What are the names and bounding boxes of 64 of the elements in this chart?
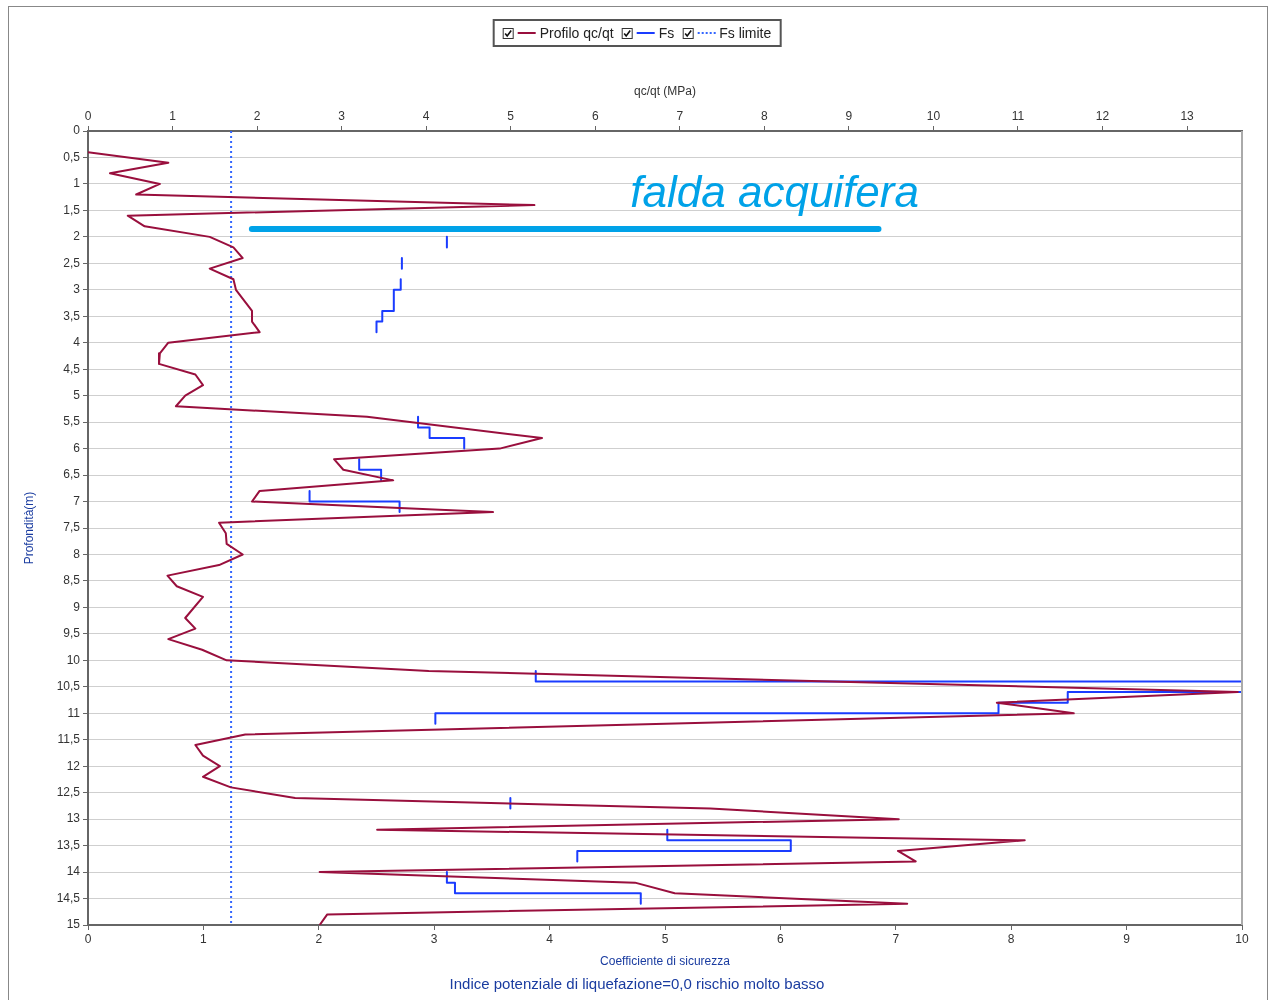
x2-tick-label: 9 bbox=[845, 109, 853, 124]
x-tick-label: 6 bbox=[777, 931, 785, 946]
y-tick-label: 0 bbox=[73, 123, 81, 138]
x2-tick-label: 4 bbox=[422, 109, 430, 124]
x-tick-label: 8 bbox=[1007, 931, 1015, 946]
y-tick-label: 8,5 bbox=[63, 573, 81, 588]
y-tick-label: 11,5 bbox=[57, 732, 81, 747]
y-tick-label: 4 bbox=[73, 335, 81, 350]
y-tick-label: 9,5 bbox=[63, 626, 81, 641]
legend-label: Profilo qc/qt bbox=[539, 25, 614, 41]
x2-tick-label: 6 bbox=[591, 109, 599, 124]
x-tick-label: 4 bbox=[546, 931, 554, 946]
y-tick-label: 7 bbox=[73, 493, 81, 508]
x2-tick-label: 5 bbox=[507, 109, 515, 124]
y-tick-label: 14 bbox=[66, 864, 81, 879]
y-tick-label: 7,5 bbox=[63, 520, 81, 535]
y-tick-label: 4,5 bbox=[63, 361, 81, 376]
x-tick-label: 9 bbox=[1123, 931, 1131, 946]
y-tick-label: 5 bbox=[73, 387, 81, 402]
x-tick-label: 3 bbox=[430, 931, 438, 946]
y-tick-label: 13,5 bbox=[56, 837, 81, 852]
x2-axis-title: qc/qt (MPa) bbox=[633, 83, 697, 98]
x-axis-title: Coefficiente di sicurezza bbox=[600, 954, 731, 969]
x2-tick-label: 10 bbox=[926, 109, 941, 124]
x-tick-label: 10 bbox=[1235, 931, 1249, 946]
y-tick-label: 8 bbox=[73, 546, 81, 561]
y-axis-title: Profondità(m) bbox=[21, 491, 36, 565]
y-tick-label: 14,5 bbox=[56, 890, 81, 905]
y-tick-label: 2 bbox=[73, 229, 81, 244]
x-tick-label: 0 bbox=[84, 931, 92, 946]
x2-tick-label: 3 bbox=[338, 109, 346, 124]
x2-tick-label: 1 bbox=[169, 109, 177, 124]
y-tick-label: 3 bbox=[73, 282, 81, 297]
x2-tick-label: 11 bbox=[1011, 109, 1025, 124]
legend-label: Fs bbox=[658, 25, 675, 41]
legend-label: Fs limite bbox=[719, 25, 772, 41]
y-tick-label: 5,5 bbox=[63, 414, 81, 429]
x-tick-label: 7 bbox=[892, 931, 900, 946]
x-tick-label: 1 bbox=[200, 931, 208, 946]
y-tick-label: 15 bbox=[66, 917, 81, 932]
x-tick-label: 2 bbox=[315, 931, 323, 946]
y-tick-label: 10,5 bbox=[56, 679, 81, 694]
x2-tick-label: 2 bbox=[253, 109, 261, 124]
text: Indice potenziale di liquefazione=0,0 rischio molto basso bbox=[448, 975, 826, 992]
y-tick-label: 6,5 bbox=[63, 467, 81, 482]
y-tick-label: 1,5 bbox=[63, 202, 81, 217]
y-tick-label: 6 bbox=[73, 440, 81, 455]
x2-tick-label: 0 bbox=[84, 109, 92, 124]
annotation: falda acquifera bbox=[630, 167, 919, 217]
x2-tick-label: 7 bbox=[676, 109, 684, 124]
y-tick-label: 12 bbox=[66, 758, 81, 773]
y-tick-label: 0,5 bbox=[63, 149, 81, 164]
y-tick-label: 13 bbox=[66, 811, 81, 826]
y-tick-label: 11 bbox=[67, 705, 81, 720]
y-tick-label: 1 bbox=[73, 176, 81, 191]
x2-tick-label: 8 bbox=[760, 109, 768, 124]
y-tick-label: 3,5 bbox=[63, 308, 81, 323]
y-tick-label: 10 bbox=[66, 652, 81, 667]
x-tick-label: 5 bbox=[661, 931, 669, 946]
y-tick-label: 9 bbox=[73, 599, 81, 614]
x2-tick-label: 13 bbox=[1180, 109, 1195, 124]
y-tick-label: 2,5 bbox=[63, 255, 81, 270]
x2-tick-label: 12 bbox=[1095, 109, 1110, 124]
y-tick-label: 12,5 bbox=[56, 784, 81, 799]
